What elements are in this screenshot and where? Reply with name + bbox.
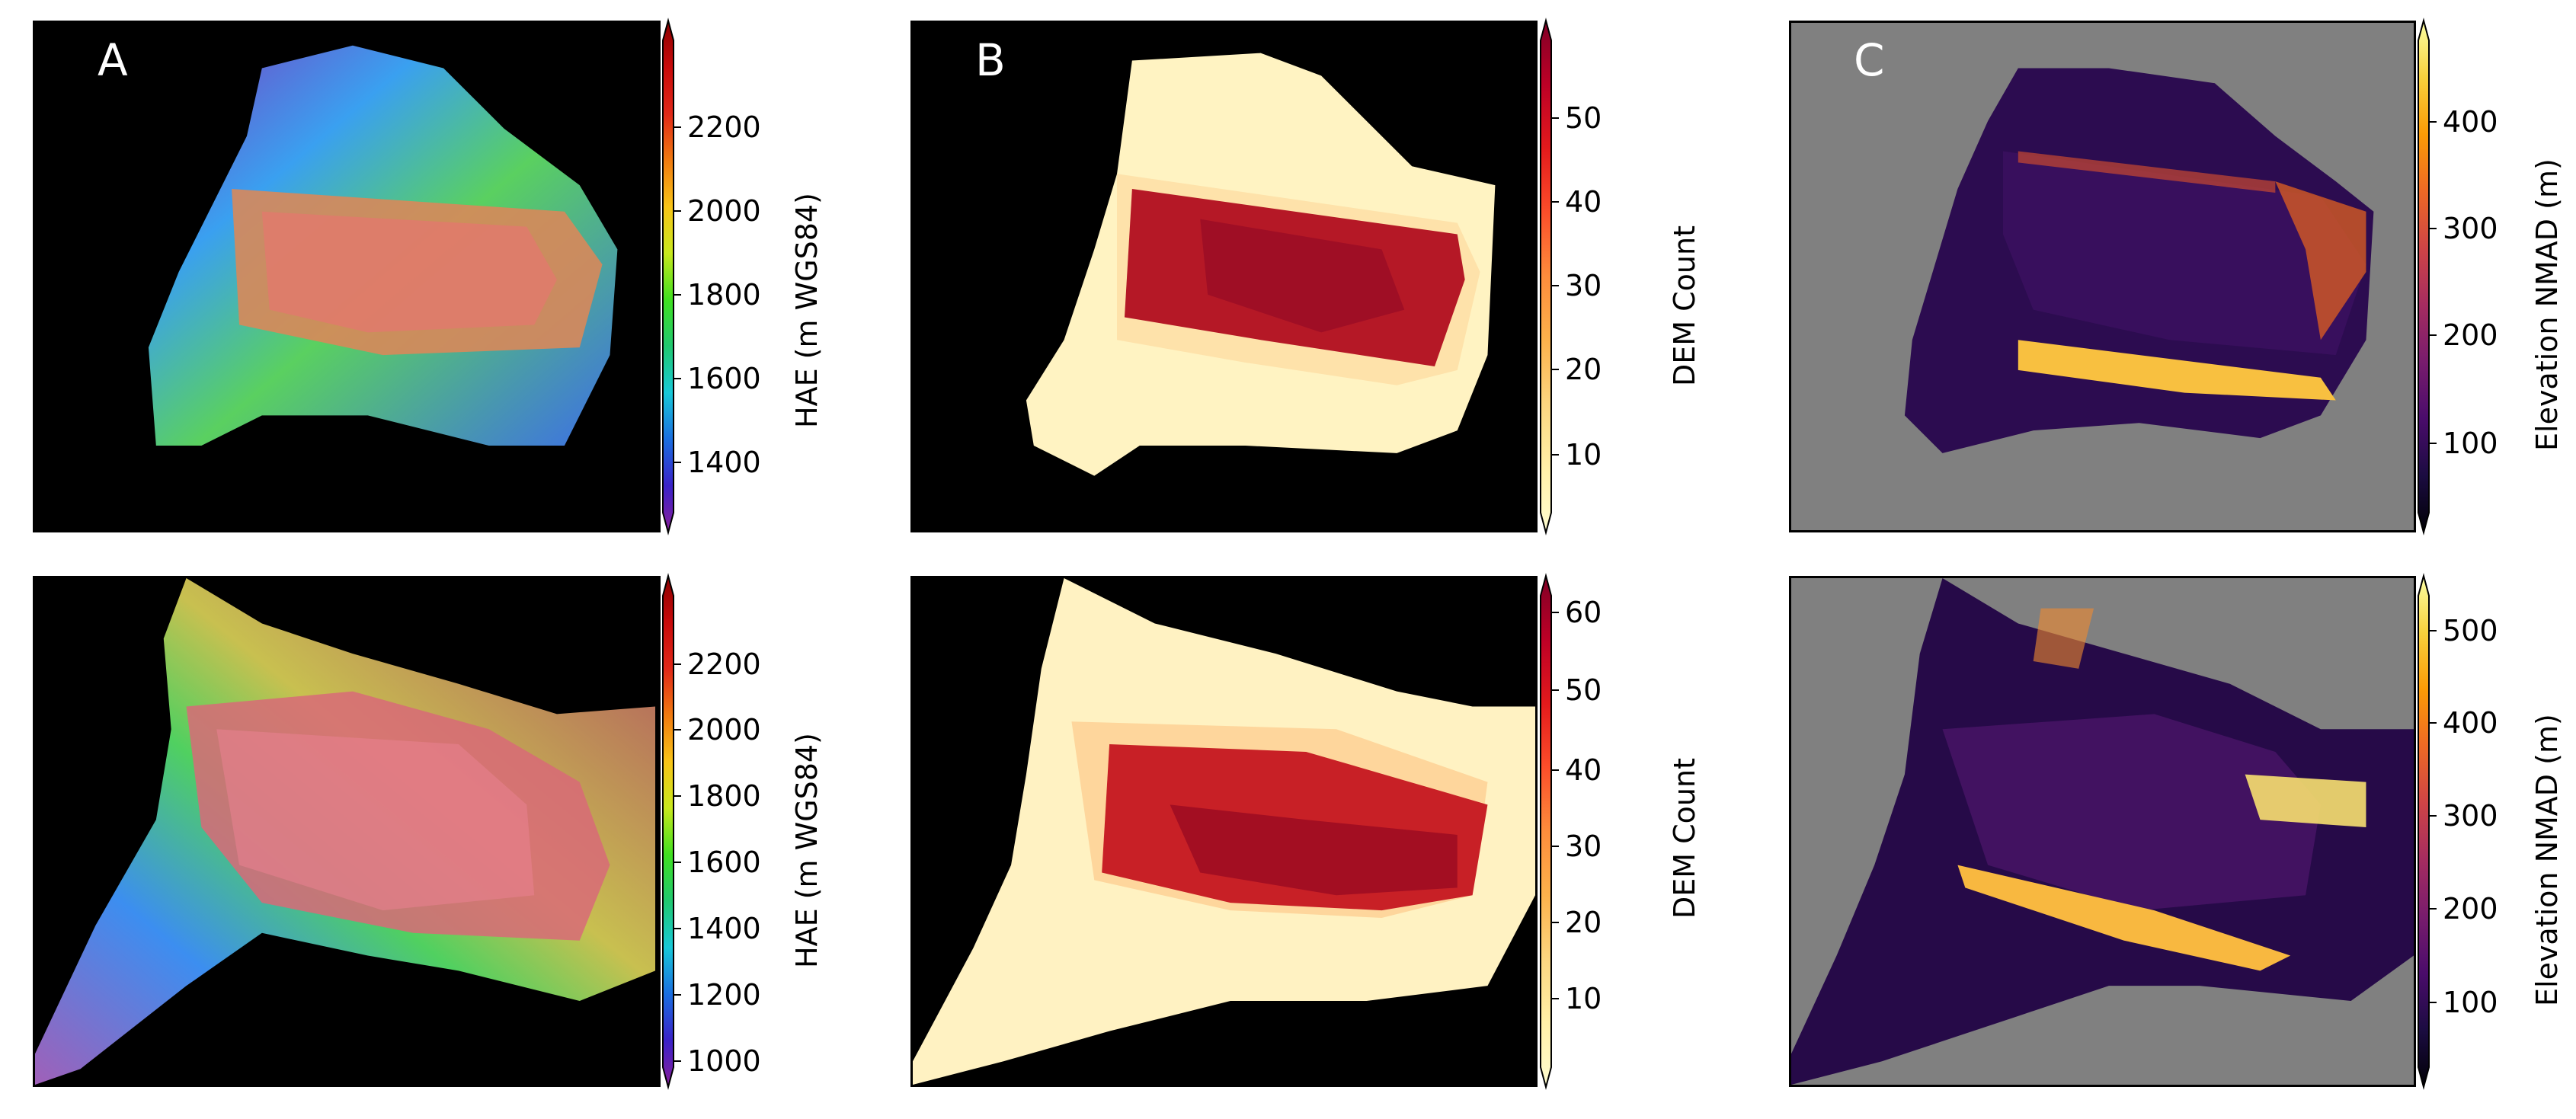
panel-a-bottom: [33, 576, 661, 1087]
colorbar-tick-label: 40: [1565, 753, 1602, 787]
panel-c-top: C: [1789, 21, 2416, 532]
colorbar-tick-label: 1000: [687, 1044, 761, 1078]
colorbar-label: HAE (m WGS84): [790, 193, 824, 428]
colorbar-label: DEM Count: [1668, 225, 1701, 386]
colorbar-tick-label: 50: [1565, 101, 1602, 135]
colorbar-tick-label: 500: [2443, 614, 2498, 647]
colorbar-tick-label: 1400: [687, 912, 761, 945]
colorbar-label: HAE (m WGS84): [790, 733, 824, 968]
colorbar-tick-label: 2200: [687, 110, 761, 144]
colorbar-tick-label: 1200: [687, 978, 761, 1012]
panel-letter-a: A: [98, 34, 128, 86]
colorbar-tick-label: 100: [2443, 986, 2498, 1019]
colorbar-tick-label: 1400: [687, 446, 761, 479]
colorbar-tick-label: 200: [2443, 318, 2498, 352]
panel-c-bottom: [1789, 576, 2416, 1087]
colorbar-label: Elevation NMAD (m): [2530, 714, 2564, 1006]
colorbar-gradient: [1540, 573, 1552, 1090]
panel-letter-c: C: [1854, 34, 1885, 86]
colorbar-tick-label: 1600: [687, 362, 761, 395]
colorbar-tick-label: 200: [2443, 892, 2498, 926]
colorbar-tick-label: 30: [1565, 830, 1602, 863]
colorbar-tick-label: 50: [1565, 673, 1602, 707]
colorbar-tick-label: 2000: [687, 713, 761, 747]
colorbar-label: Elevation NMAD (m): [2530, 158, 2564, 451]
colorbar-tick-label: 20: [1565, 353, 1602, 386]
colorbar-tick-label: 30: [1565, 269, 1602, 302]
colorbar-label: DEM Count: [1668, 758, 1701, 919]
colorbar-gradient: [662, 18, 674, 536]
colorbar-tick-label: 1600: [687, 846, 761, 879]
colorbar-tick-label: 60: [1565, 596, 1602, 629]
colorbar-tick-label: 10: [1565, 982, 1602, 1015]
colorbar-tick-label: 2200: [687, 647, 761, 681]
panel-b-bottom: [910, 576, 1538, 1087]
colorbar-tick-label: 10: [1565, 438, 1602, 472]
colorbar-tick-label: 40: [1565, 185, 1602, 219]
colorbar-gradient: [1540, 18, 1552, 536]
colorbar-tick-label: 300: [2443, 799, 2498, 833]
colorbar-tick-label: 300: [2443, 212, 2498, 245]
colorbar-tick-label: 1800: [687, 779, 761, 813]
colorbar-gradient: [662, 573, 674, 1090]
panel-b-top: B: [910, 21, 1538, 532]
colorbar-gradient: [2418, 18, 2430, 536]
colorbar-tick-label: 400: [2443, 105, 2498, 139]
colorbar-tick-label: 100: [2443, 427, 2498, 460]
panel-letter-b: B: [975, 34, 1006, 86]
colorbar-tick-label: 400: [2443, 706, 2498, 740]
colorbar-gradient: [2418, 573, 2430, 1090]
colorbar-tick-label: 20: [1565, 906, 1602, 939]
panel-a-top: A: [33, 21, 661, 532]
colorbar-tick-label: 1800: [687, 278, 761, 312]
colorbar-tick-label: 2000: [687, 194, 761, 228]
